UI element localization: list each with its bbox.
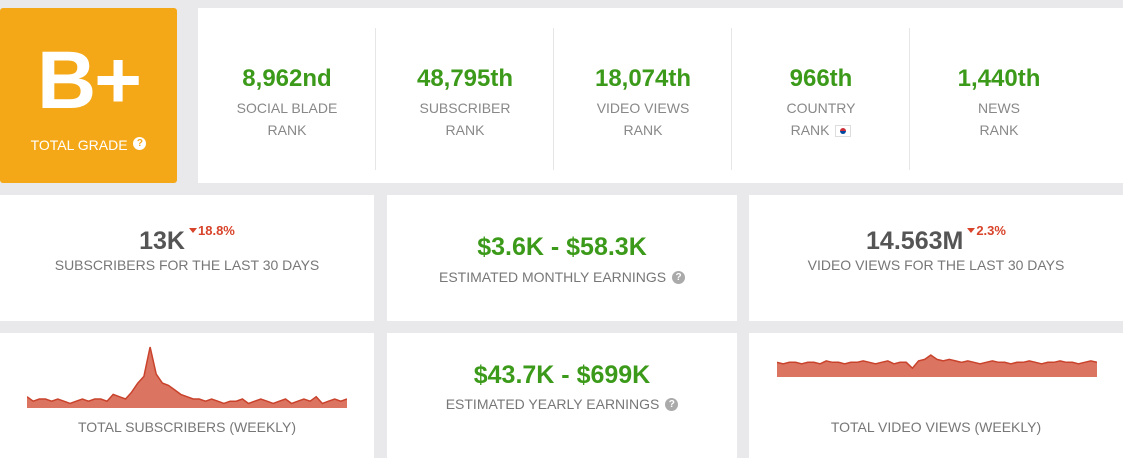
down-arrow-icon <box>967 228 976 233</box>
grade-value: B+ <box>36 35 142 126</box>
ranks-card: 8,962nd SOCIAL BLADE RANK 48,795th SUBSC… <box>198 8 1123 183</box>
rank-label-line2: RANK <box>979 122 1019 138</box>
video-views-weekly-label: TOTAL VIDEO VIEWS (WEEKLY) <box>830 419 1042 435</box>
total-subscribers-weekly-card: TOTAL SUBSCRIBERS (WEEKLY) <box>0 333 374 458</box>
divider <box>375 28 376 170</box>
rank-value: 1,440th <box>957 65 1041 92</box>
divider <box>553 28 554 170</box>
rank-country: 966th COUNTRY RANK <box>732 8 910 183</box>
rank-label: SOCIAL BLADE RANK <box>198 97 376 141</box>
rank-subscriber: 48,795th SUBSCRIBER RANK <box>376 8 554 183</box>
rank-label: VIDEO VIEWS RANK <box>554 97 732 141</box>
subscribers-30-days-value-row: 13K 18.8% <box>0 223 374 256</box>
video-views-delta: 2.3% <box>967 223 1006 238</box>
rank-label-line1: VIDEO VIEWS <box>596 100 690 116</box>
grade-label-row: TOTAL GRADE ? <box>0 137 177 153</box>
sparkline-area <box>777 355 1097 377</box>
rank-social-blade: 8,962nd SOCIAL BLADE RANK <box>198 8 376 183</box>
rank-label-line2: RANK <box>790 122 830 138</box>
video-views-30-days-label: VIDEO VIEWS FOR THE LAST 30 DAYS <box>807 257 1065 273</box>
subscribers-delta-value: 18.8% <box>198 223 235 238</box>
sparkline-area <box>27 347 347 408</box>
rank-label-line1: SUBSCRIBER <box>419 100 511 116</box>
rank-label: NEWS RANK <box>910 97 1088 141</box>
rank-label-line1: SOCIAL BLADE <box>236 100 338 116</box>
video-views-delta-value: 2.3% <box>976 223 1006 238</box>
rank-value: 8,962nd <box>242 65 332 92</box>
rank-label-line2: RANK <box>445 122 485 138</box>
monthly-earnings-card: $3.6K - $58.3K ESTIMATED MONTHLY EARNING… <box>387 195 737 321</box>
monthly-earnings-value: $3.6K - $58.3K <box>477 233 647 261</box>
sparkline-line <box>777 354 1097 370</box>
divider <box>909 28 910 170</box>
help-icon[interactable]: ? <box>133 137 147 150</box>
subscribers-weekly-label: TOTAL SUBSCRIBERS (WEEKLY) <box>77 419 297 435</box>
rank-value: 48,795th <box>416 65 514 92</box>
video-views-sparkline <box>777 354 1097 377</box>
subscribers-delta: 18.8% <box>189 223 235 238</box>
subscribers-30-days-label: SUBSCRIBERS FOR THE LAST 30 DAYS <box>54 257 320 273</box>
video-views-30-days-card: 14.563M 2.3% VIDEO VIEWS FOR THE LAST 30 … <box>749 195 1123 321</box>
help-icon[interactable]: ? <box>672 271 686 284</box>
down-arrow-icon <box>189 228 197 233</box>
video-views-30-days-value: 14.563M <box>866 227 964 255</box>
monthly-earnings-label-row: ESTIMATED MONTHLY EARNINGS ? <box>387 269 737 285</box>
yearly-earnings-label: ESTIMATED YEARLY EARNINGS <box>445 396 660 412</box>
monthly-earnings-label: ESTIMATED MONTHLY EARNINGS <box>438 269 667 285</box>
rank-label-line2: RANK <box>623 122 663 138</box>
rank-value: 966th <box>789 65 853 92</box>
yearly-earnings-value: $43.7K - $699K <box>473 361 651 389</box>
rank-label: SUBSCRIBER RANK <box>376 97 554 141</box>
divider <box>731 28 732 170</box>
video-views-30-days-value-row: 14.563M 2.3% <box>749 223 1123 256</box>
rank-label-line1: NEWS <box>978 100 1020 116</box>
rank-label-line2: RANK <box>267 122 307 138</box>
yearly-earnings-card: $43.7K - $699K ESTIMATED YEARLY EARNINGS… <box>387 333 737 458</box>
rank-video-views: 18,074th VIDEO VIEWS RANK <box>554 8 732 183</box>
total-video-views-weekly-card: TOTAL VIDEO VIEWS (WEEKLY) <box>749 333 1123 458</box>
total-grade-box: B+ TOTAL GRADE ? <box>0 8 177 183</box>
rank-label-line1: COUNTRY <box>786 100 856 116</box>
yearly-earnings-label-row: ESTIMATED YEARLY EARNINGS ? <box>387 396 737 412</box>
rank-label: COUNTRY RANK <box>732 97 910 141</box>
sparkline-line <box>27 346 347 405</box>
south-korea-flag-icon <box>835 125 852 138</box>
grade-label: TOTAL GRADE <box>30 137 128 153</box>
rank-value: 18,074th <box>594 65 692 92</box>
rank-news: 1,440th NEWS RANK <box>910 8 1088 183</box>
help-icon[interactable]: ? <box>665 398 679 411</box>
subscribers-30-days-value: 13K <box>139 227 185 255</box>
subscribers-30-days-card: 13K 18.8% SUBSCRIBERS FOR THE LAST 30 DAY… <box>0 195 374 321</box>
subscribers-sparkline <box>27 346 347 408</box>
